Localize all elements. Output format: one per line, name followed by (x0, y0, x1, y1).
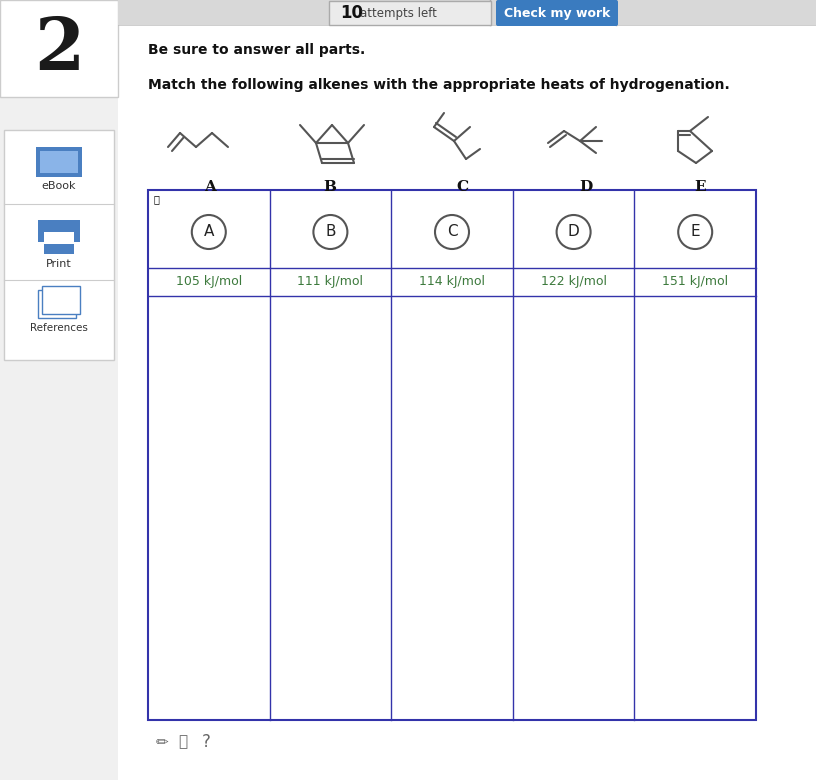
Text: A: A (204, 180, 216, 194)
Text: Match the following alkenes with the appropriate heats of hydrogenation.: Match the following alkenes with the app… (148, 78, 730, 92)
Text: E: E (690, 225, 700, 239)
FancyBboxPatch shape (4, 130, 114, 360)
FancyBboxPatch shape (44, 232, 74, 244)
Circle shape (313, 215, 348, 249)
Text: C: C (456, 180, 468, 194)
Text: References: References (30, 323, 88, 333)
Circle shape (435, 215, 469, 249)
Text: D: D (568, 225, 579, 239)
Text: 🗑: 🗑 (178, 735, 187, 750)
FancyBboxPatch shape (496, 0, 618, 26)
Text: C: C (446, 225, 457, 239)
Text: 2: 2 (34, 13, 84, 84)
Text: 114 kJ/mol: 114 kJ/mol (419, 275, 485, 289)
Text: E: E (694, 180, 706, 194)
Text: B: B (323, 180, 336, 194)
FancyBboxPatch shape (329, 1, 491, 25)
FancyBboxPatch shape (38, 290, 76, 318)
Text: 111 kJ/mol: 111 kJ/mol (297, 275, 363, 289)
Text: 122 kJ/mol: 122 kJ/mol (540, 275, 606, 289)
Text: 105 kJ/mol: 105 kJ/mol (175, 275, 242, 289)
Text: 10: 10 (340, 4, 363, 22)
Text: D: D (579, 180, 592, 194)
Circle shape (192, 215, 226, 249)
Text: Check my work: Check my work (503, 6, 610, 20)
Text: 🖼: 🖼 (154, 194, 160, 204)
Text: ✏: ✏ (156, 735, 169, 750)
FancyBboxPatch shape (0, 0, 118, 97)
FancyBboxPatch shape (42, 286, 80, 314)
Text: A: A (204, 225, 214, 239)
FancyBboxPatch shape (0, 0, 118, 780)
FancyBboxPatch shape (44, 240, 74, 254)
Text: Be sure to answer all parts.: Be sure to answer all parts. (148, 43, 366, 57)
Text: attempts left: attempts left (360, 6, 437, 20)
Text: 151 kJ/mol: 151 kJ/mol (662, 275, 728, 289)
FancyBboxPatch shape (36, 147, 82, 177)
FancyBboxPatch shape (40, 151, 78, 173)
Text: ?: ? (202, 733, 211, 751)
Text: eBook: eBook (42, 181, 76, 191)
FancyBboxPatch shape (118, 0, 816, 25)
Text: Print: Print (47, 259, 72, 269)
Circle shape (557, 215, 591, 249)
FancyBboxPatch shape (38, 220, 80, 242)
Text: B: B (325, 225, 335, 239)
Circle shape (678, 215, 712, 249)
FancyBboxPatch shape (148, 190, 756, 720)
